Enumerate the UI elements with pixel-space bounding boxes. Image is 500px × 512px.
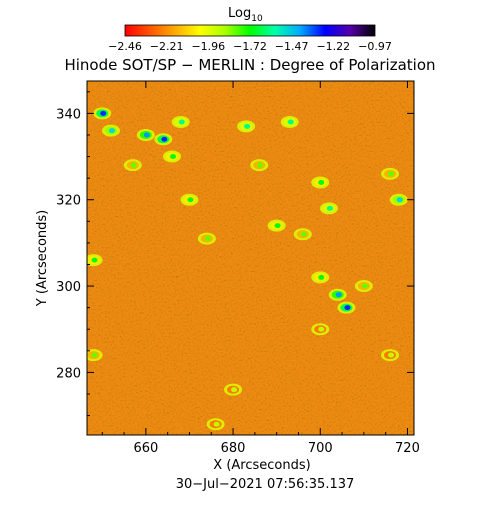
y-tick-label: 320 <box>56 194 81 209</box>
y-axis-label: Y (Arcseconds) <box>35 210 50 307</box>
heatmap-feature-core <box>300 231 307 237</box>
heatmap-feature-core <box>204 236 211 242</box>
plot-frame <box>86 80 415 436</box>
colorbar-label: Log10 <box>228 6 263 24</box>
x-axis-label: X (Arcseconds) <box>213 458 310 473</box>
x-axis: 660 680 700 720 <box>101 81 420 456</box>
heatmap-feature-core <box>100 110 107 116</box>
heatmap-feature-core <box>187 197 194 203</box>
heatmap-feature-core <box>213 421 220 427</box>
heatmap-feature-core <box>178 119 185 125</box>
heatmap-feature-core <box>361 283 368 289</box>
heatmap-feature-core <box>396 197 403 203</box>
heatmap-feature-core <box>143 132 150 138</box>
colorbar: Log10 −2.46 −2.21 −1.96 −1.72 −1.47 −1.22 −0.9… <box>108 6 392 53</box>
heatmap-feature-core <box>318 326 325 332</box>
heatmap-feature-core <box>91 257 98 263</box>
heatmap-feature-core <box>161 136 168 142</box>
x-tick-label: 680 <box>221 441 246 456</box>
heatmap-feature-core <box>108 128 115 134</box>
colorbar-ticks: −2.46 −2.21 −1.96 −1.72 −1.47 −1.22 −0.97 <box>108 40 392 53</box>
heatmap-texture <box>87 81 414 435</box>
y-axis: 280 300 320 340 <box>56 91 414 417</box>
heatmap-feature-core <box>335 292 342 298</box>
heatmap-features <box>87 107 408 431</box>
heatmap-feature-core <box>287 119 294 125</box>
timestamp: 30−Jul−2021 07:56:35.137 <box>176 477 355 492</box>
chart-title: Hinode SOT/SP − MERLIN : Degree of Polar… <box>64 56 435 74</box>
y-tick-label: 340 <box>56 107 81 122</box>
heatmap-feature-core <box>257 162 264 168</box>
x-tick-label: 720 <box>395 441 420 456</box>
heatmap-feature-core <box>318 179 325 185</box>
colorbar-tick-label: −0.97 <box>358 40 392 53</box>
colorbar-gradient <box>124 24 376 37</box>
colorbar-tick-label: −1.22 <box>316 40 350 53</box>
heatmap-feature-core <box>244 123 251 129</box>
y-tick-label: 300 <box>56 280 81 295</box>
x-tick-label: 660 <box>133 441 158 456</box>
colorbar-tick-label: −1.47 <box>275 40 309 53</box>
colorbar-tick-label: −1.72 <box>233 40 267 53</box>
heatmap-feature-core <box>344 305 351 311</box>
heatmap-feature-core <box>170 154 177 160</box>
heatmap-feature-core <box>130 162 137 168</box>
colorbar-tick-label: −2.21 <box>150 40 184 53</box>
heatmap-feature-core <box>231 387 238 393</box>
y-tick-label: 280 <box>56 366 81 381</box>
colorbar-tick-label: −1.96 <box>191 40 225 53</box>
heatmap-feature-core <box>91 352 98 358</box>
heatmap-feature-core <box>326 205 333 211</box>
plot-area: 660 680 700 720 280 300 320 340 <box>56 80 420 456</box>
colorbar-tick-label: −2.46 <box>108 40 142 53</box>
heatmap-feature-core <box>274 223 281 229</box>
x-tick-label: 700 <box>308 441 333 456</box>
heatmap-feature-core <box>388 171 395 177</box>
heatmap-feature-core <box>388 352 395 358</box>
heatmap-feature-core <box>318 274 325 280</box>
